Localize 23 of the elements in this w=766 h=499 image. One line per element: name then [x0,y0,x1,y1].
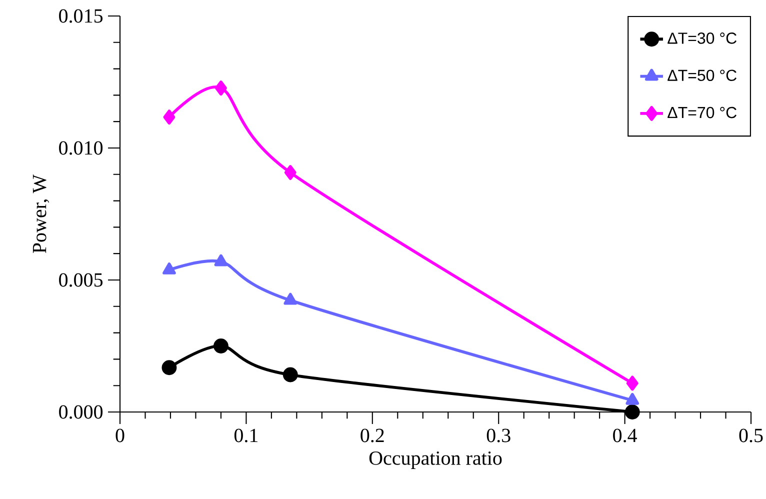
y-tick-label: 0.015 [59,9,103,23]
x-axis-title: Occupation ratio [369,451,502,469]
x-tick-label: 0.4 [613,428,637,442]
y-axis-title: Power, W [32,174,50,253]
legend-label: ΔT=70 °C [668,106,737,118]
x-tick-label: 0.5 [739,428,763,442]
x-tick-label: 0.2 [360,428,384,442]
x-tick-label: 0.1 [234,428,258,442]
y-tick-label: 0.005 [59,273,103,287]
point [214,80,227,96]
x-tick-label: 0.3 [486,428,510,442]
legend-label: ΔT=30 °C [668,32,737,44]
y-tick-label: 0.010 [59,141,103,155]
x-tick-label: 0 [116,428,124,442]
point [162,360,177,376]
point [282,367,298,382]
point [163,110,176,125]
point [213,338,228,354]
point [284,165,296,180]
y-tick-label: 0.000 [59,405,103,419]
legend-label: ΔT=50 °C [668,70,737,82]
point [626,376,638,391]
point [624,404,640,420]
